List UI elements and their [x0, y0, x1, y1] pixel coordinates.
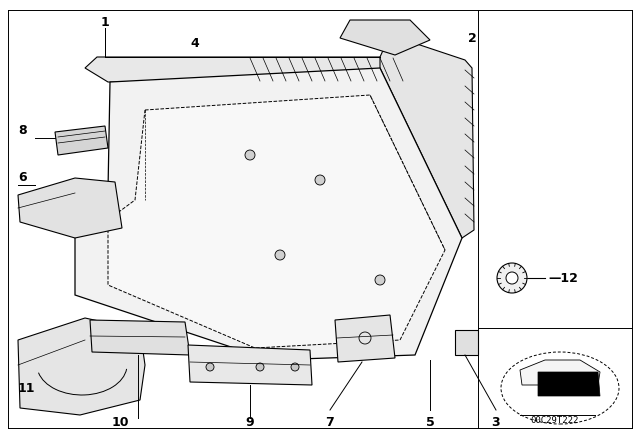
Text: 4: 4: [191, 36, 200, 49]
Circle shape: [206, 363, 214, 371]
Text: 10: 10: [111, 415, 129, 428]
Polygon shape: [538, 372, 600, 396]
Text: 2: 2: [468, 31, 477, 44]
Polygon shape: [188, 345, 312, 385]
Polygon shape: [55, 126, 108, 155]
Text: 3: 3: [492, 415, 500, 428]
Polygon shape: [75, 68, 462, 360]
Text: 8: 8: [18, 124, 27, 137]
Text: 6: 6: [18, 171, 27, 184]
Polygon shape: [335, 315, 395, 362]
Text: 11: 11: [18, 382, 35, 395]
Circle shape: [375, 275, 385, 285]
Polygon shape: [85, 57, 415, 82]
Polygon shape: [455, 330, 478, 355]
Text: 1: 1: [100, 16, 109, 29]
Circle shape: [245, 150, 255, 160]
Circle shape: [497, 263, 527, 293]
Polygon shape: [340, 20, 430, 55]
Polygon shape: [380, 35, 474, 238]
Circle shape: [275, 250, 285, 260]
Polygon shape: [520, 360, 600, 385]
Text: 9: 9: [246, 415, 254, 428]
Polygon shape: [18, 178, 122, 238]
Polygon shape: [90, 320, 190, 355]
Text: —12: —12: [548, 271, 578, 284]
Circle shape: [506, 272, 518, 284]
Text: 5: 5: [426, 415, 435, 428]
Text: 7: 7: [326, 415, 334, 428]
Text: 00C29T222: 00C29T222: [531, 415, 579, 425]
Circle shape: [315, 175, 325, 185]
Polygon shape: [18, 318, 145, 415]
Polygon shape: [108, 95, 445, 348]
Circle shape: [256, 363, 264, 371]
Circle shape: [291, 363, 299, 371]
